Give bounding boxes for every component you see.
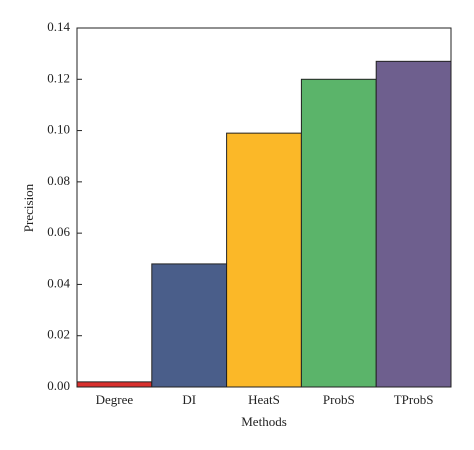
y-tick-label: 0.00 xyxy=(47,378,70,393)
bar xyxy=(151,263,228,388)
x-tick-label: ProbS xyxy=(323,392,355,407)
x-tick-label: TProbS xyxy=(394,392,434,407)
y-tick-label: 0.04 xyxy=(47,275,70,290)
y-axis-label: Precision xyxy=(21,183,36,232)
plot-frame xyxy=(76,27,452,388)
y-tick-label: 0.10 xyxy=(47,122,70,137)
bar xyxy=(300,78,377,388)
bar xyxy=(375,60,452,388)
x-axis-label: Methods xyxy=(241,414,287,429)
y-tick-label: 0.12 xyxy=(47,70,70,85)
x-tick-label: Degree xyxy=(96,392,134,407)
y-tick-label: 0.02 xyxy=(47,327,70,342)
x-tick-label: DI xyxy=(182,392,196,407)
bar xyxy=(76,381,153,388)
x-tick-label: HeatS xyxy=(248,392,280,407)
y-tick-label: 0.14 xyxy=(47,19,70,34)
bar xyxy=(226,132,302,388)
y-tick-label: 0.08 xyxy=(47,173,70,188)
y-tick-label: 0.06 xyxy=(47,224,70,239)
